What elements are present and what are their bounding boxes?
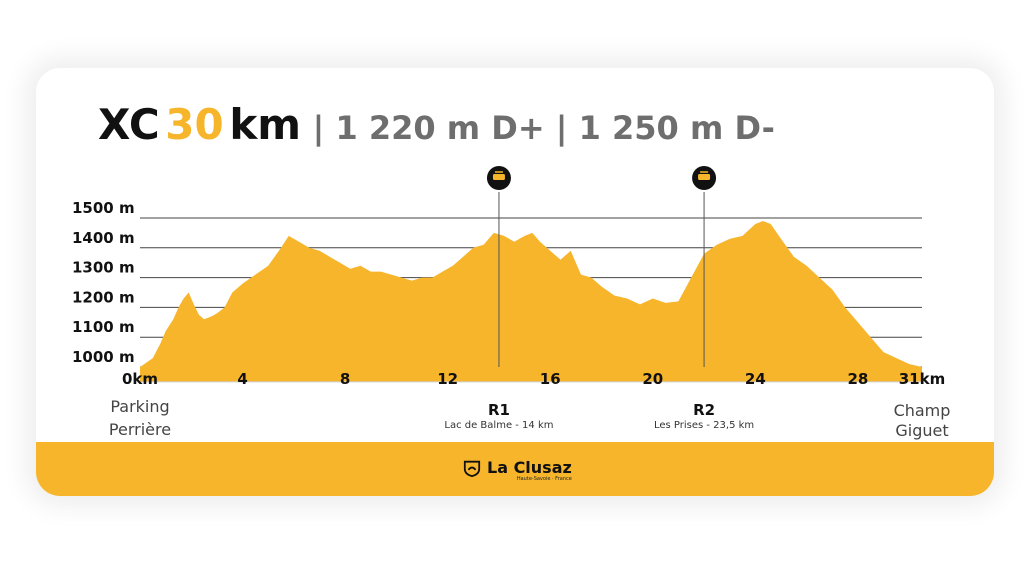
x-tick-label: 28 [847,370,868,388]
y-tick-label: 1400 m [72,229,135,247]
title-distance: 30 [165,100,224,149]
logo-text: La Clusaz Haute-Savoie · France [487,458,572,482]
x-tick-label: 16 [540,370,561,388]
refreshment-icon-glyph [492,174,505,180]
title-unit: km [229,100,302,149]
x-tick-label: 8 [340,370,350,388]
marker-sublabel: Lac de Balme - 14 km [444,420,553,431]
end-location: Champ [894,401,951,420]
title-prefix: XC [98,100,160,149]
x-tick-label: 0km [122,370,158,388]
marker-label: R2 [693,401,715,419]
title-stats: | 1 220 m D+ | 1 250 m D- [312,109,775,147]
x-tick-label: 4 [237,370,247,388]
y-tick-label: 1100 m [72,318,135,336]
y-tick-label: 1000 m [72,348,135,366]
marker-label: R1 [488,401,510,419]
x-tick-label: 20 [642,370,663,388]
elevation-area [140,221,922,382]
y-tick-label: 1500 m [72,199,135,217]
logo-subtitle: Haute-Savoie · France [516,476,572,482]
logo-mark-icon [463,460,481,477]
end-location: Giguet [895,421,948,440]
profile-card: XC 30 km | 1 220 m D+ | 1 250 m D- 1000 … [36,68,994,496]
la-clusaz-logo: La Clusaz Haute-Savoie · France [463,458,572,482]
start-location: Perrière [109,420,171,439]
x-tick-label: 12 [437,370,458,388]
footer-bar: La Clusaz Haute-Savoie · France [36,442,994,496]
y-tick-label: 1300 m [72,259,135,277]
elevation-chart: 1000 m 1100 m 1200 m 1300 m 1400 m 1500 m 0km 4… [72,166,951,440]
refreshment-icon-glyph [698,174,711,180]
page-title: XC 30 km | 1 220 m D+ | 1 250 m D- [98,104,775,146]
marker-sublabel: Les Prises - 23,5 km [654,420,754,431]
x-tick-label: 24 [745,370,766,388]
start-location: Parking [110,397,169,416]
x-tick-label: 31km [899,370,945,388]
y-tick-label: 1200 m [72,288,135,306]
